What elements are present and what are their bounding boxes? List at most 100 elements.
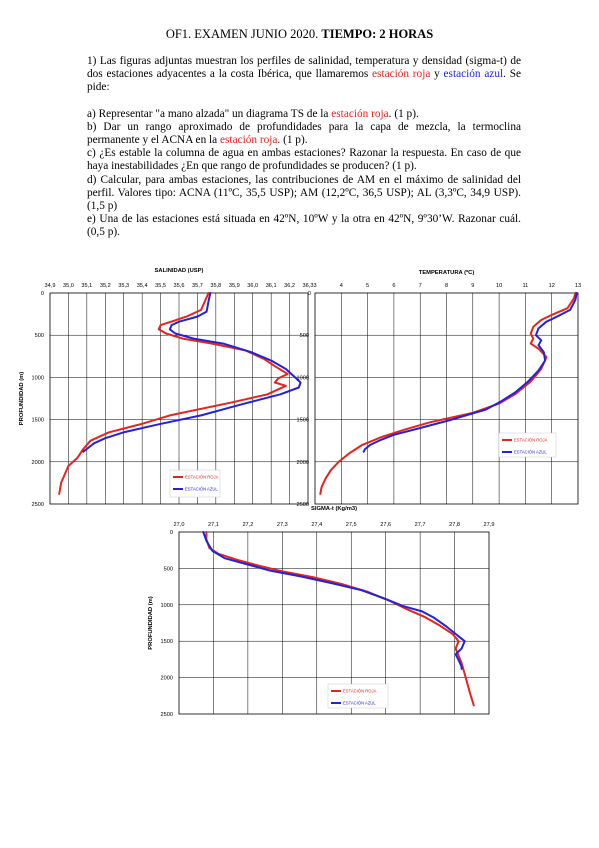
sigma-t-x-tick-label: 27,5 bbox=[346, 522, 357, 528]
sigma-t-legend-label: ESTACIÓN AZUL bbox=[343, 701, 376, 706]
temperature-x-tick-label: 8 bbox=[445, 283, 448, 289]
salinity-legend-box bbox=[169, 469, 221, 498]
salinity-x-tick-label: 35,2 bbox=[100, 283, 111, 289]
salinity-legend-label: ESTACIÓN AZUL bbox=[185, 487, 218, 492]
temperature-x-tick-label: 10 bbox=[496, 283, 502, 289]
sigma-t-legend-box bbox=[327, 683, 389, 709]
question-a-red-station: estación roja bbox=[331, 107, 389, 120]
temperature-x-tick-label: 9 bbox=[471, 283, 474, 289]
salinity-y-tick-label: 500 bbox=[35, 333, 44, 339]
question-a-points: . (1 p). bbox=[388, 107, 419, 120]
temperature-x-tick-label: 5 bbox=[366, 283, 369, 289]
temperature-axis-title: TEMPERATURA (ºC) bbox=[419, 270, 475, 276]
salinity-x-tick-label: 35,6 bbox=[174, 283, 185, 289]
question-e: e) Una de las estaciones está situada en… bbox=[87, 213, 521, 239]
salinity-legend: ESTACIÓN ROJA ESTACIÓN AZUL bbox=[169, 469, 221, 498]
question-b: b) Dar un rango aproximado de profundida… bbox=[87, 121, 521, 147]
salinity-y-tick-label: 1500 bbox=[32, 418, 44, 424]
sigma-t-x-tick-label: 27,7 bbox=[415, 522, 426, 528]
temperature-legend: ESTACIÓN ROJA ESTACIÓN AZUL bbox=[498, 432, 557, 458]
temperature-series-roja-line bbox=[319, 292, 577, 495]
problem-statement: 1) Las figuras adjuntas muestran los per… bbox=[87, 55, 521, 240]
sigma-t-y-tick-label: 1000 bbox=[161, 603, 173, 609]
salinity-x-tick-label: 36,3 bbox=[303, 283, 314, 289]
salinity-x-tick-label: 35,8 bbox=[210, 283, 221, 289]
intro-paragraph: 1) Las figuras adjuntas muestran los per… bbox=[87, 55, 521, 95]
sigma-t-plot: 27,0 27,1 27,2 27,3 27,4 27,5 27,6 27,7 27,8 27,9… bbox=[148, 506, 494, 718]
temperature-x-tick-label: 12 bbox=[549, 283, 555, 289]
salinity-x-tick-label: 36,2 bbox=[284, 283, 295, 289]
question-b-red-station: estación roja bbox=[220, 134, 278, 147]
title-bold: TIEMPO: 2 HORAS bbox=[321, 27, 434, 41]
temperature-x-tick-label: 4 bbox=[340, 283, 343, 289]
salinity-x-tick-label: 35,4 bbox=[137, 283, 148, 289]
salinity-x-tick-label: 36,0 bbox=[247, 283, 258, 289]
salinity-x-tick-label: 35,9 bbox=[229, 283, 240, 289]
question-b-text: b) Dar un rango aproximado de profundida… bbox=[87, 120, 521, 147]
intro-blue-station: estación azul bbox=[443, 68, 504, 81]
sigma-t-y-tick-label: 2000 bbox=[161, 676, 173, 682]
sigma-t-y-axis-label: PROFUNDIDAD (m) bbox=[148, 596, 154, 650]
temperature-y-tick-label: 0 bbox=[308, 291, 311, 297]
question-a: a) Representar "a mano alzada" un diagra… bbox=[87, 108, 521, 121]
salinity-legend-label: ESTACIÓN ROJA bbox=[185, 475, 219, 480]
temperature-plot: 3 4 5 6 7 8 9 10 11 12 13 0 500 1000 1500 2000 2500 TEMPE… bbox=[297, 270, 582, 508]
temperature-x-tick-label: 6 bbox=[392, 283, 395, 289]
salinity-y-tick-label: 1000 bbox=[32, 375, 44, 381]
salinity-x-tick-label: 35,0 bbox=[63, 283, 74, 289]
temperature-x-tick-label: 7 bbox=[419, 283, 422, 289]
sigma-t-x-tick-label: 27,0 bbox=[174, 522, 185, 528]
intro-text-b: y bbox=[430, 68, 444, 81]
sigma-t-series-roja-line bbox=[205, 531, 475, 707]
intro-text-c: . Se pide: bbox=[87, 68, 522, 94]
salinity-series-azul-line bbox=[82, 292, 302, 453]
salinity-series-roja-line bbox=[58, 292, 289, 495]
temperature-legend-label: ESTACIÓN AZUL bbox=[514, 450, 547, 455]
salinity-y-tick-label: 2000 bbox=[32, 460, 44, 466]
salinity-axis-title: SALINIDAD (USP) bbox=[155, 268, 204, 274]
sigma-t-x-tick-label: 27,3 bbox=[277, 522, 288, 528]
sigma-t-legend: ESTACIÓN ROJA ESTACIÓN AZUL bbox=[327, 683, 389, 709]
question-b-points: . (1 p). bbox=[277, 134, 308, 147]
sigma-t-x-tick-label: 27,4 bbox=[311, 522, 322, 528]
temperature-y-tick-label: 2500 bbox=[297, 502, 309, 508]
title-plain: OF1. EXAMEN JUNIO 2020. bbox=[165, 27, 322, 41]
sigma-t-y-tick-label: 0 bbox=[170, 530, 173, 536]
temperature-x-tick-label: 3 bbox=[313, 283, 316, 289]
sigma-t-y-tick-label: 1500 bbox=[161, 639, 173, 645]
sigma-t-x-tick-label: 27,9 bbox=[484, 522, 495, 528]
question-d: d) Calcular, para ambas estaciones, las … bbox=[87, 173, 521, 213]
temperature-frame bbox=[314, 292, 579, 505]
sigma-t-frame bbox=[178, 531, 490, 715]
salinity-x-tick-label: 35,1 bbox=[81, 283, 92, 289]
temperature-y-tick-label: 2000 bbox=[297, 460, 309, 466]
temperature-legend-box bbox=[498, 432, 557, 458]
sigma-t-legend-label: ESTACIÓN ROJA bbox=[343, 689, 377, 694]
sigma-t-y-tick-label: 2500 bbox=[161, 712, 173, 718]
temperature-y-tick-label: 500 bbox=[300, 333, 309, 339]
temperature-x-tick-label: 11 bbox=[522, 283, 528, 289]
sigma-t-series-azul-line bbox=[202, 531, 466, 670]
salinity-y-axis-label: PROFUNDIDAD (m) bbox=[19, 372, 25, 426]
temperature-y-tick-label: 1500 bbox=[297, 418, 309, 424]
salinity-x-tick-label: 35,5 bbox=[155, 283, 166, 289]
sigma-t-axis-title: SIGMA-t (Kg/m3) bbox=[311, 506, 357, 512]
intro-text-a: 1) Las figuras adjuntas muestran los per… bbox=[87, 55, 521, 81]
sigma-t-x-tick-label: 27,2 bbox=[242, 522, 253, 528]
salinity-x-tick-label: 34,9 bbox=[45, 283, 56, 289]
temperature-y-tick-label: 1000 bbox=[297, 375, 309, 381]
temperature-series-azul-line bbox=[362, 292, 578, 453]
sigma-t-x-tick-label: 27,8 bbox=[449, 522, 460, 528]
salinity-x-tick-label: 35,3 bbox=[118, 283, 129, 289]
temperature-legend-label: ESTACIÓN ROJA bbox=[514, 438, 548, 443]
sigma-t-x-tick-label: 27,6 bbox=[380, 522, 391, 528]
sigma-t-y-tick-label: 500 bbox=[164, 566, 173, 572]
exam-title: OF1. EXAMEN JUNIO 2020. TIEMPO: 2 HORAS bbox=[0, 27, 599, 42]
sigma-t-x-tick-label: 27,1 bbox=[208, 522, 219, 528]
salinity-y-tick-label: 0 bbox=[41, 291, 44, 297]
question-a-text: a) Representar "a mano alzada" un diagra… bbox=[87, 107, 332, 120]
salinity-plot: 34,9 35,0 35,1 35,2 35,3 35,4 35,5 35,6 35,7 35,8… bbox=[19, 268, 313, 508]
salinity-x-tick-label: 36,1 bbox=[266, 283, 277, 289]
intro-red-station: estación roja bbox=[372, 68, 431, 81]
salinity-y-tick-label: 2500 bbox=[32, 502, 44, 508]
